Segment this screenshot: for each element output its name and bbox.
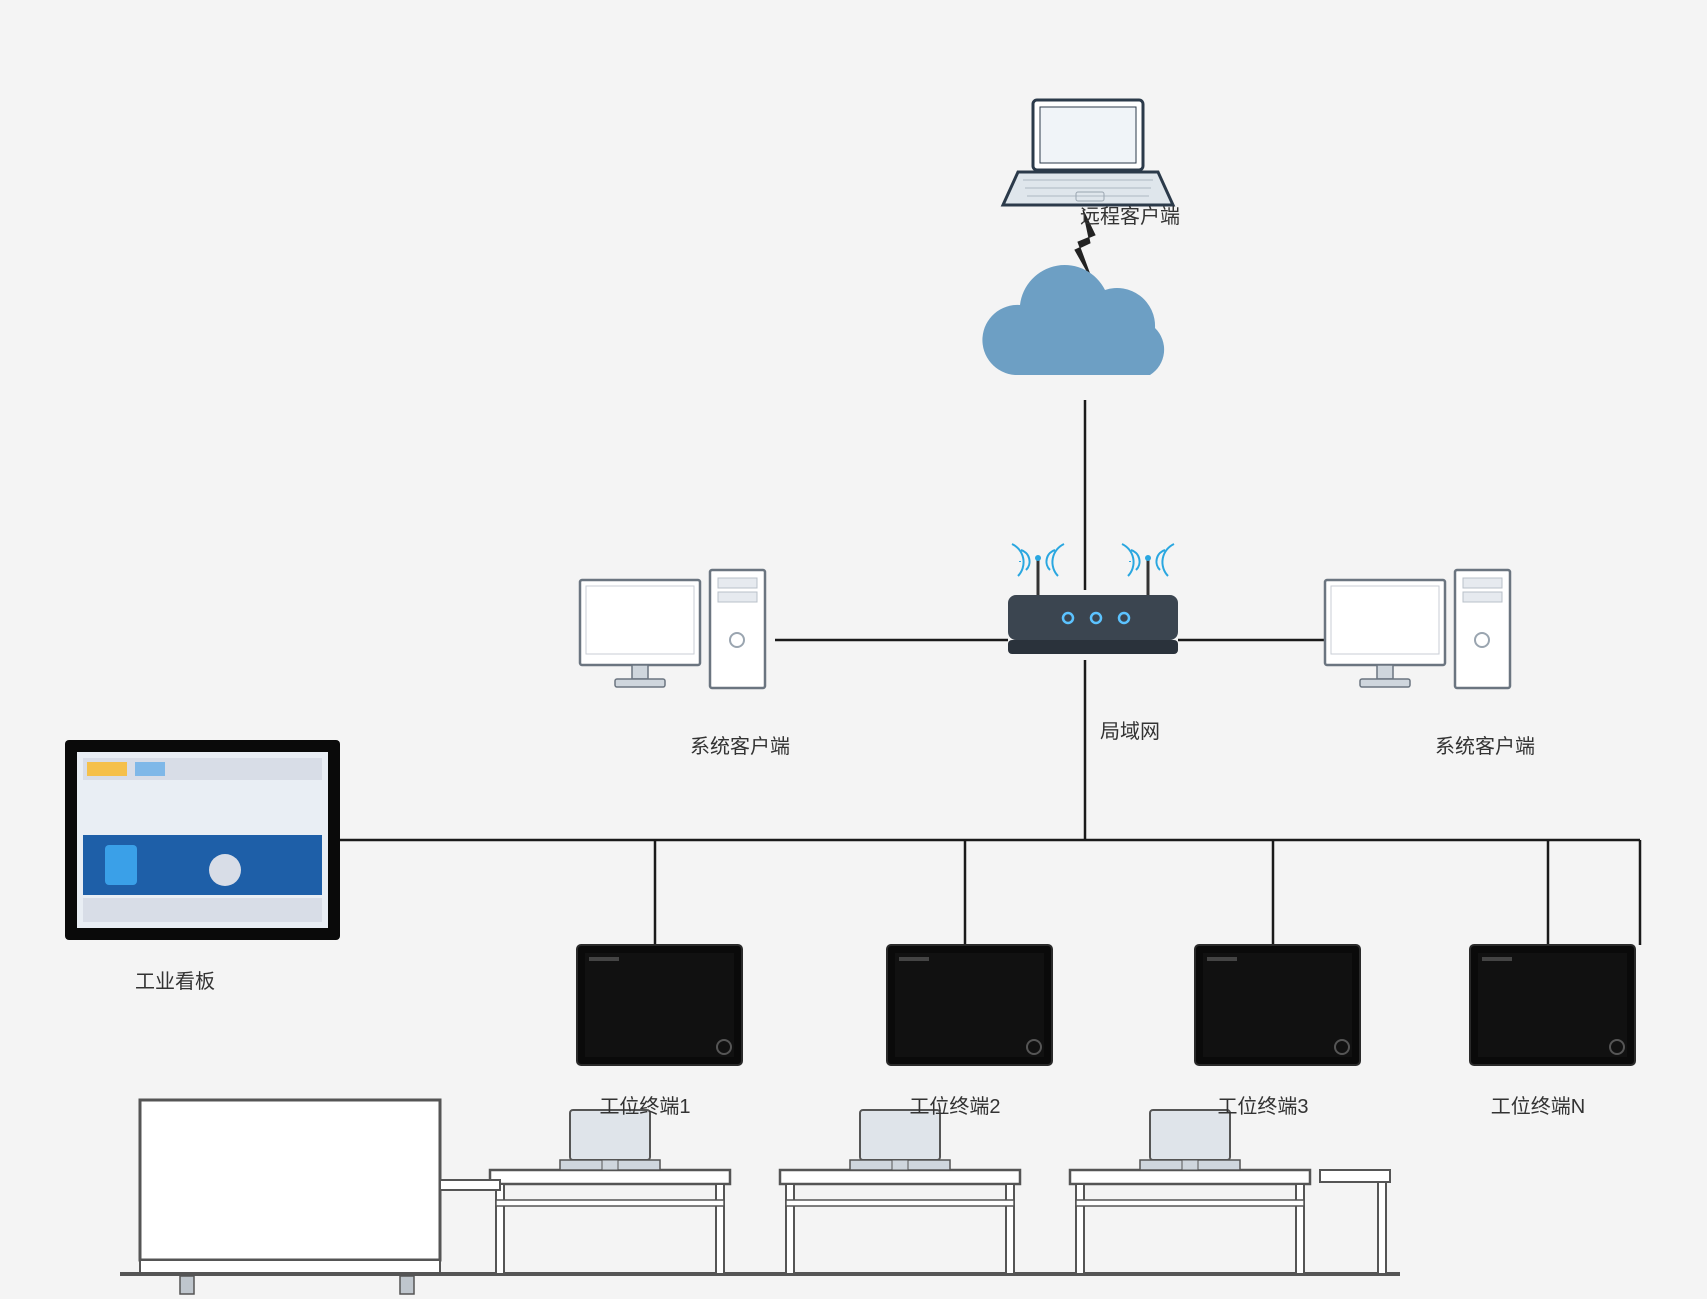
- terminal2-label: 工位终端2: [875, 1090, 1035, 1119]
- network-diagram: 远程客户端局域网系统客户端 系统客户端工业看板工位终端1 工位终端2 工位终端3 工位终…: [0, 0, 1707, 1299]
- production-line-icon: [120, 1100, 1400, 1294]
- industrial-dashboard-icon: [65, 740, 340, 940]
- router-label: 局域网: [1050, 715, 1210, 744]
- diagram-svg: [0, 0, 1707, 1299]
- cloud-icon: [982, 265, 1164, 375]
- remote_client-label: 远程客户端: [1050, 200, 1210, 229]
- laptop-icon: [1003, 100, 1173, 205]
- terminal-1-icon: [577, 945, 742, 1065]
- terminal-3-icon: [1195, 945, 1360, 1065]
- terminal-n-icon: [1470, 945, 1635, 1065]
- router-icon: [1008, 544, 1178, 654]
- edges: [195, 210, 1640, 945]
- terminal1-label: 工位终端1: [565, 1090, 725, 1119]
- pc_left-label: 系统客户端: [660, 730, 820, 759]
- pc-right-icon: [1325, 570, 1510, 688]
- dashboard-label: 工业看板: [95, 965, 255, 994]
- terminalN-label: 工位终端N: [1458, 1090, 1618, 1119]
- terminal-2-icon: [887, 945, 1052, 1065]
- pc_right-label: 系统客户端: [1405, 730, 1565, 759]
- terminal3-label: 工位终端3: [1183, 1090, 1343, 1119]
- pc-left-icon: [580, 570, 765, 688]
